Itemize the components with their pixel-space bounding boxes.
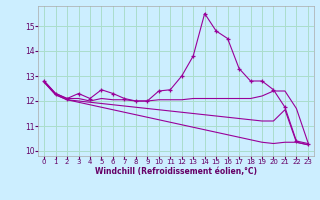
X-axis label: Windchill (Refroidissement éolien,°C): Windchill (Refroidissement éolien,°C)	[95, 167, 257, 176]
